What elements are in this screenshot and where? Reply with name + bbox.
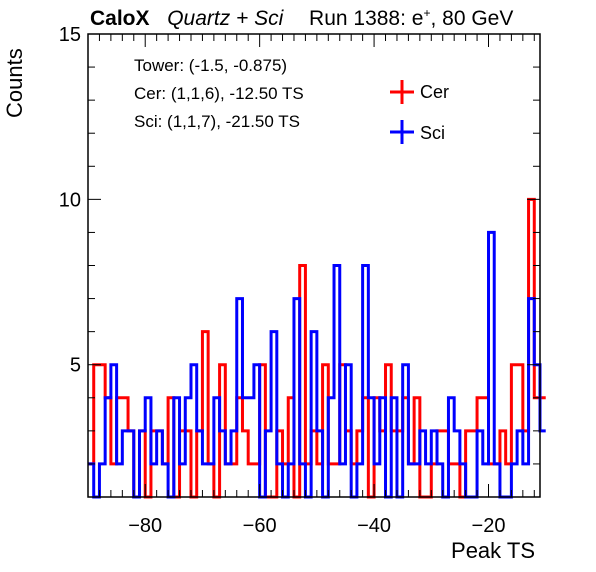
charge-label: +	[423, 6, 431, 20]
x-tick-label: −60	[243, 515, 277, 537]
x-tick-label: −40	[357, 515, 391, 537]
x-tick-label: −80	[128, 515, 162, 537]
legend: Cer Sci	[390, 80, 449, 144]
cer-info: Cer: (1,1,6), -12.50 TS	[134, 84, 304, 103]
energy-label: , 80 GeV	[430, 7, 514, 30]
x-tick-label: −20	[472, 515, 506, 537]
tower-info: Tower: (-1.5, -0.875)	[134, 56, 288, 75]
legend-item-cer: Cer	[390, 80, 449, 104]
legend-item-sci: Sci	[390, 120, 445, 144]
y-tick-label: 15	[59, 24, 81, 46]
legend-label-cer: Cer	[420, 82, 449, 102]
sci-histogram	[88, 230, 546, 499]
y-tick-label: 5	[70, 355, 81, 377]
x-axis-label: Peak TS	[451, 538, 535, 563]
histogram-line-sci	[88, 230, 546, 499]
plot-frame	[87, 33, 541, 498]
chart-header: CaloX Quartz + Sci Run 1388: e+, 80 GeV	[90, 6, 513, 31]
legend-label-sci: Sci	[420, 123, 445, 143]
y-tick-label: 10	[59, 189, 81, 211]
experiment-name: CaloX	[90, 7, 150, 30]
detector-label: Quartz + Sci	[167, 7, 284, 30]
run-label: Run 1388: e	[309, 7, 424, 30]
y-axis-label: Counts	[2, 48, 27, 118]
axis-tick-labels: −80 −60 −40 −20 5 10 15	[59, 24, 506, 537]
sci-info: Sci: (1,1,7), -21.50 TS	[134, 112, 300, 131]
